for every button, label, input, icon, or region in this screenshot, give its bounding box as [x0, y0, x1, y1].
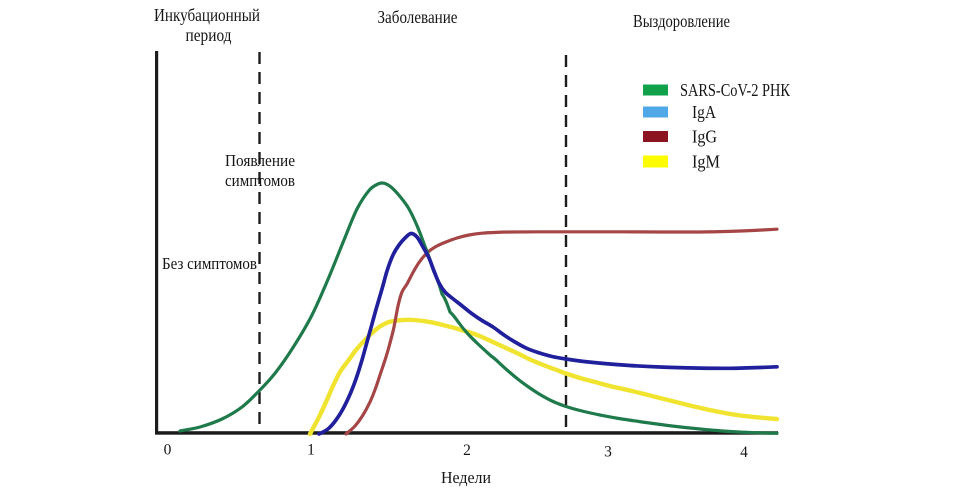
svg-text:Появление: Появление — [225, 151, 295, 170]
svg-text:IgG: IgG — [692, 127, 717, 147]
svg-text:Заболевание: Заболевание — [378, 7, 458, 27]
svg-text:IgA: IgA — [692, 102, 716, 122]
svg-text:Недели: Недели — [441, 468, 491, 487]
svg-text:2: 2 — [463, 442, 471, 459]
svg-text:3: 3 — [604, 444, 612, 461]
svg-text:Инкубационный: Инкубационный — [154, 5, 260, 25]
svg-text:Без симптомов: Без симптомов — [162, 254, 257, 273]
svg-text:IgM: IgM — [692, 152, 720, 172]
svg-text:Выздоровление: Выздоровление — [633, 11, 730, 31]
svg-text:период: период — [186, 25, 232, 45]
svg-text:симптомов: симптомов — [225, 171, 295, 190]
svg-text:1: 1 — [307, 442, 315, 459]
svg-text:SARS-CoV-2 РНК: SARS-CoV-2 РНК — [680, 80, 791, 100]
svg-text:4: 4 — [740, 444, 748, 461]
svg-text:0: 0 — [164, 442, 172, 459]
